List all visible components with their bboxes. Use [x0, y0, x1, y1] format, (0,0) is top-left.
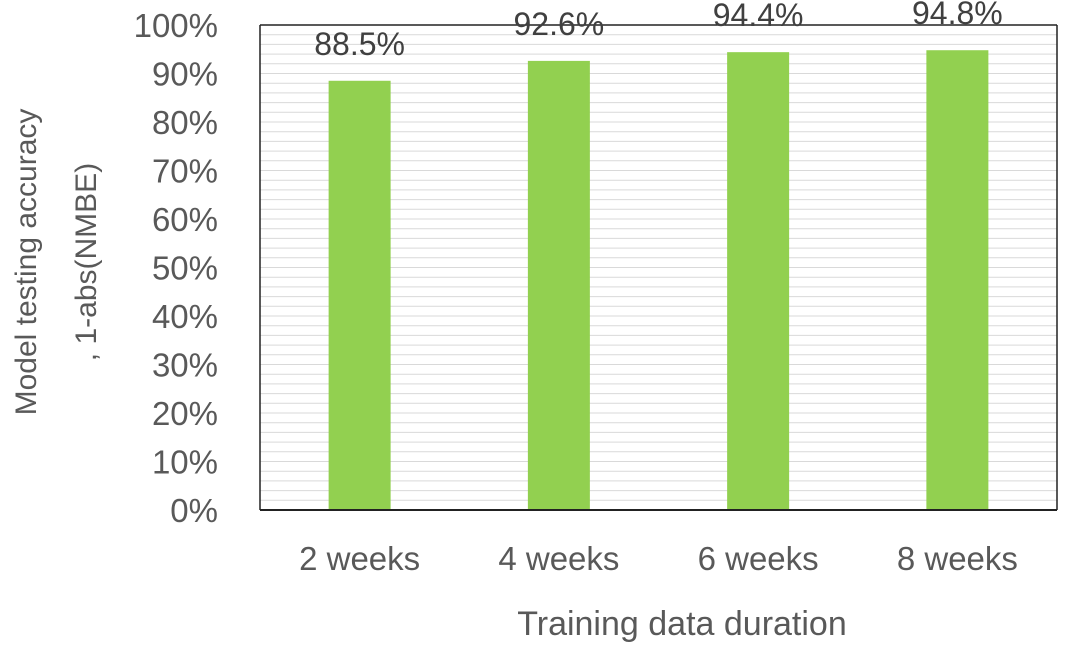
bar-value-label: 94.8% — [912, 0, 1003, 31]
bar-value-label: 88.5% — [314, 26, 405, 62]
x-tick-label: 2 weeks — [299, 540, 420, 577]
y-tick-label: 100% — [134, 7, 218, 44]
bar — [926, 50, 989, 510]
y-tick-labels: 0% 10% 20% 30% 40% 50% 60% 70% 80% 90% 100% — [134, 7, 218, 529]
bar — [727, 52, 790, 510]
x-tick-label: 4 weeks — [498, 540, 619, 577]
bars — [328, 50, 989, 511]
x-tick-label: 8 weeks — [897, 540, 1018, 577]
y-tick-label: 40% — [152, 298, 218, 335]
bar — [328, 80, 391, 511]
y-tick-label: 20% — [152, 395, 218, 432]
y-tick-label: 10% — [152, 444, 218, 481]
y-tick-label: 80% — [152, 104, 218, 141]
y-axis-title-line-1: Model testing accuracy — [10, 109, 43, 416]
axes — [259, 24, 1058, 511]
gridlines — [260, 34, 1057, 501]
y-tick-label: 90% — [152, 56, 218, 93]
y-tick-label: 50% — [152, 250, 218, 287]
x-axis-title: Training data duration — [517, 605, 847, 643]
y-axis-title: Model testing accuracy , 1-abs(NMBE) — [10, 109, 103, 416]
y-tick-label: 60% — [152, 201, 218, 238]
value-labels: 88.5% 92.6% 94.4% 94.8% — [314, 0, 1002, 62]
x-tick-label: 6 weeks — [698, 540, 819, 577]
bar — [527, 60, 590, 510]
y-tick-label: 30% — [152, 347, 218, 384]
bar-value-label: 92.6% — [514, 6, 605, 42]
y-tick-label: 70% — [152, 153, 218, 190]
bar-value-label: 94.4% — [713, 0, 804, 33]
x-tick-labels: 2 weeks 4 weeks 6 weeks 8 weeks — [299, 540, 1018, 577]
y-tick-label: 0% — [170, 492, 218, 529]
y-axis-title-line-2: , 1-abs(NMBE) — [70, 163, 103, 361]
